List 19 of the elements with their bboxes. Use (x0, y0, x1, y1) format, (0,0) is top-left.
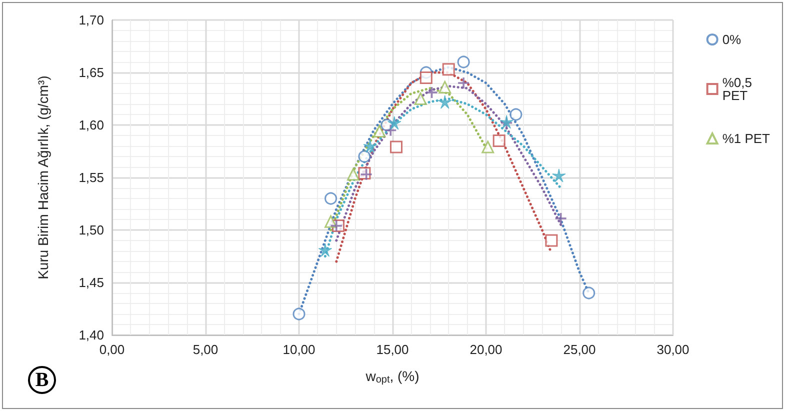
x-tick-label: 25,00 (563, 342, 596, 357)
y-tick-label: 1,40 (78, 328, 104, 342)
y-tick-label: 1,45 (78, 275, 104, 290)
legend-label: %0,5 PET (722, 75, 756, 103)
y-axis-title: Kuru Birim Hacim Ağırlık, (g/cm³) (35, 76, 51, 280)
legend-label: %1 PET (722, 131, 770, 146)
y-tick-label: 1,55 (78, 170, 104, 185)
y-tick-label: 1,50 (78, 222, 104, 238)
y-tick-label: 1,65 (78, 65, 104, 80)
circled-letter: B (28, 366, 56, 394)
x-tick-label: 30,00 (656, 342, 690, 357)
x-tick-label: 15,00 (376, 342, 409, 357)
y-tick-label: 1,70 (78, 12, 104, 28)
x-tick-label: 5,00 (192, 342, 218, 357)
x-tick-label: 10,00 (282, 342, 316, 357)
x-tick-label: 20,00 (470, 342, 502, 357)
y-tick-label: 1,60 (78, 118, 104, 132)
x-tick-label: 0,00 (99, 342, 125, 357)
legend-label: 0% (722, 32, 742, 47)
